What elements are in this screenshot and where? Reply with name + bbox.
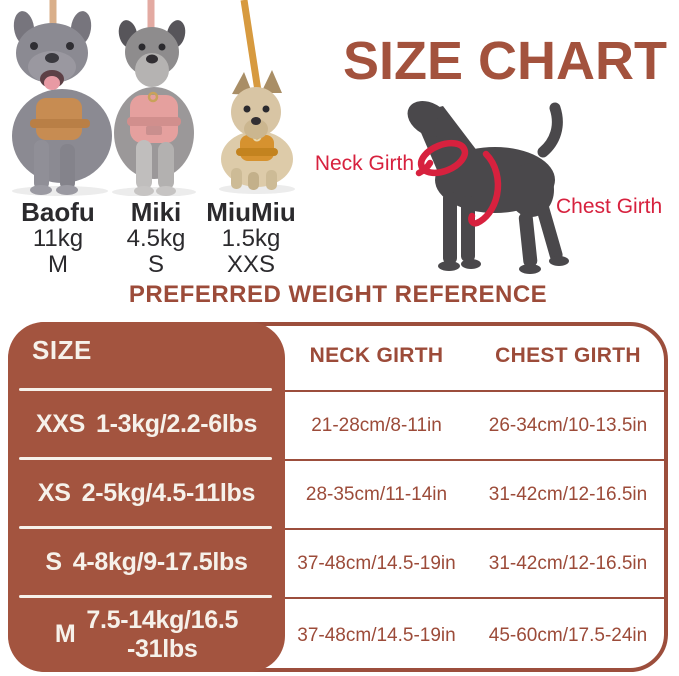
size-column-background [8, 322, 285, 672]
size-code: M [54, 620, 76, 648]
dog-size: S [147, 251, 164, 278]
table-cell-neck: 37-48cm/14.5-19in [285, 597, 468, 672]
chest-girth-band [468, 150, 502, 227]
dog-miumiu [221, 70, 293, 190]
table-cell-chest: 26-34cm/10-13.5in [468, 390, 668, 459]
table-row-s-size: S 4-8kg/9-17.5lbs [8, 526, 285, 597]
dog-weight: 1.5kg [221, 225, 281, 252]
dog-name: Miki [130, 197, 182, 227]
dog-miki [114, 20, 194, 196]
size-weight: 4-8kg/9-17.5lbs [72, 548, 248, 576]
page-title: SIZE CHART [343, 31, 667, 91]
size-weight: 7.5-14kg/16.5 -31lbs [86, 605, 239, 663]
caption-miki: Miki 4.5kg S [110, 198, 202, 278]
dog-weight: 4.5kg [126, 225, 186, 252]
dog-weight: 11kg [32, 225, 84, 252]
size-table: SIZE NECK GIRTH CHEST GIRTH XXS 1-3kg/2.… [8, 322, 668, 672]
size-code: XS [37, 479, 71, 507]
size-code: XXS [35, 410, 85, 438]
chest-girth-label: Chest Girth [556, 195, 663, 218]
dog-size: M [48, 251, 68, 278]
dog-baofu [12, 11, 112, 195]
caption-baofu: Baofu 11kg M [12, 198, 104, 278]
header-size: SIZE [32, 335, 92, 365]
size-weight: 1-3kg/2.2-6lbs [95, 410, 258, 438]
header-neck-girth: NECK GIRTH [309, 344, 444, 367]
girth-measure-bands [415, 139, 502, 227]
table-cell-chest: 31-42cm/12-16.5in [468, 459, 668, 528]
table-cell-chest: 31-42cm/12-16.5in [468, 528, 668, 597]
table-row-m-size: M 7.5-14kg/16.5 -31lbs [8, 595, 285, 672]
table-cell-chest: 45-60cm/17.5-24in [468, 597, 668, 672]
header-chest-girth: CHEST GIRTH [495, 344, 641, 367]
table-grid: SIZE NECK GIRTH CHEST GIRTH XXS 1-3kg/2.… [8, 322, 668, 672]
size-weight: 2-5kg/4.5-11lbs [81, 479, 256, 507]
dog-name: MiuMiu [206, 197, 296, 227]
size-code: S [45, 548, 62, 576]
dog-photo-illustration [12, 0, 295, 196]
table-cell-neck: 21-28cm/8-11in [285, 390, 468, 459]
section-heading: PREFERRED WEIGHT REFERENCE [128, 281, 548, 308]
leash-miumiu [240, 0, 264, 105]
neck-girth-band [417, 139, 469, 177]
dog-photo-section: Baofu 11kg M Miki 4.5kg S MiuMiu 1.5kg X… [0, 0, 332, 282]
table-cell-neck: 37-48cm/14.5-19in [285, 528, 468, 597]
caption-miumiu: MiuMiu 1.5kg XXS [205, 198, 297, 278]
neck-girth-label: Neck Girth [314, 152, 414, 175]
dog-size: XXS [226, 251, 276, 278]
table-cell-neck: 28-35cm/11-14in [285, 459, 468, 528]
dog-silhouette-icon [407, 100, 569, 274]
neck-girth-pointer [415, 159, 434, 177]
table-row-xxs-size: XXS 1-3kg/2.2-6lbs [8, 388, 285, 459]
dog-silhouette [407, 100, 569, 274]
table-row-xs-size: XS 2-5kg/4.5-11lbs [8, 457, 285, 528]
dog-name: Baofu [21, 197, 95, 227]
